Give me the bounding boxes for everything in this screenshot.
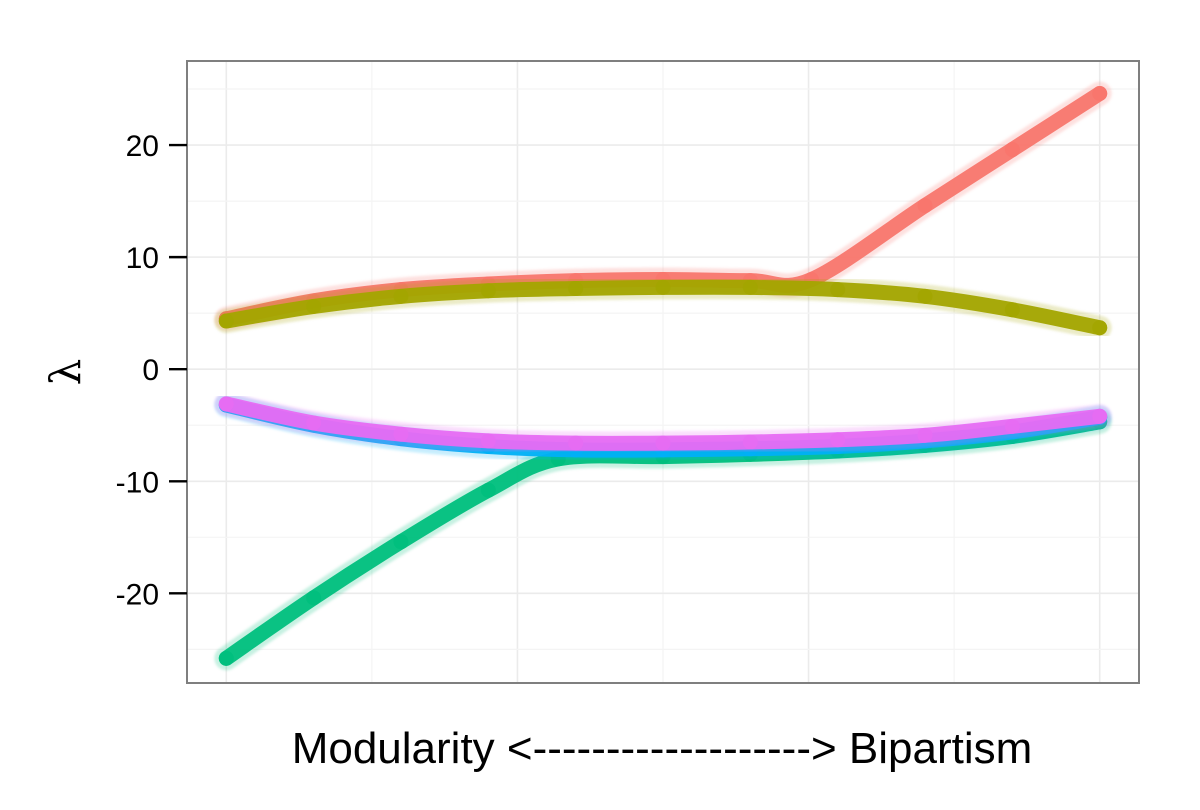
grid-lines xyxy=(187,61,1139,683)
data-point xyxy=(830,282,846,298)
data-point xyxy=(568,435,584,451)
data-point xyxy=(1092,320,1108,336)
data-point xyxy=(1092,408,1108,424)
data-point xyxy=(218,313,234,329)
y-axis: -20 -10 0 10 20 xyxy=(116,130,187,611)
data-point xyxy=(393,534,409,550)
data-point xyxy=(917,198,933,214)
data-point xyxy=(306,590,322,606)
series-5 xyxy=(214,391,1112,456)
data-point xyxy=(1004,142,1020,158)
data-point xyxy=(218,650,234,666)
data-point xyxy=(393,426,409,442)
y-tick-label: 20 xyxy=(126,130,159,163)
y-tick-label: -10 xyxy=(116,466,159,499)
data-point xyxy=(1092,86,1108,101)
data-point xyxy=(830,432,846,448)
y-tick-label: -20 xyxy=(116,578,159,611)
data-point xyxy=(218,396,234,412)
data-point xyxy=(742,279,758,295)
data-point xyxy=(917,427,933,443)
y-axis-title: λ xyxy=(41,359,90,386)
data-point xyxy=(393,288,409,304)
data-point xyxy=(306,298,322,314)
data-point xyxy=(917,288,933,304)
series-2 xyxy=(214,275,1112,340)
y-tick-label: 0 xyxy=(142,354,159,387)
data-point xyxy=(480,283,496,299)
data-point xyxy=(480,482,496,498)
data-point xyxy=(1004,418,1020,434)
data-point xyxy=(480,433,496,449)
data-point xyxy=(568,281,584,297)
data-point xyxy=(655,435,671,451)
data-point xyxy=(655,279,671,295)
series-group xyxy=(214,81,1112,671)
x-axis-title: Modularity <-------------------> Biparti… xyxy=(292,724,1033,773)
data-point xyxy=(1004,302,1020,318)
data-point xyxy=(306,415,322,431)
y-tick-label: 10 xyxy=(126,242,159,275)
data-point xyxy=(742,434,758,450)
plot-panel-border xyxy=(186,60,1140,684)
